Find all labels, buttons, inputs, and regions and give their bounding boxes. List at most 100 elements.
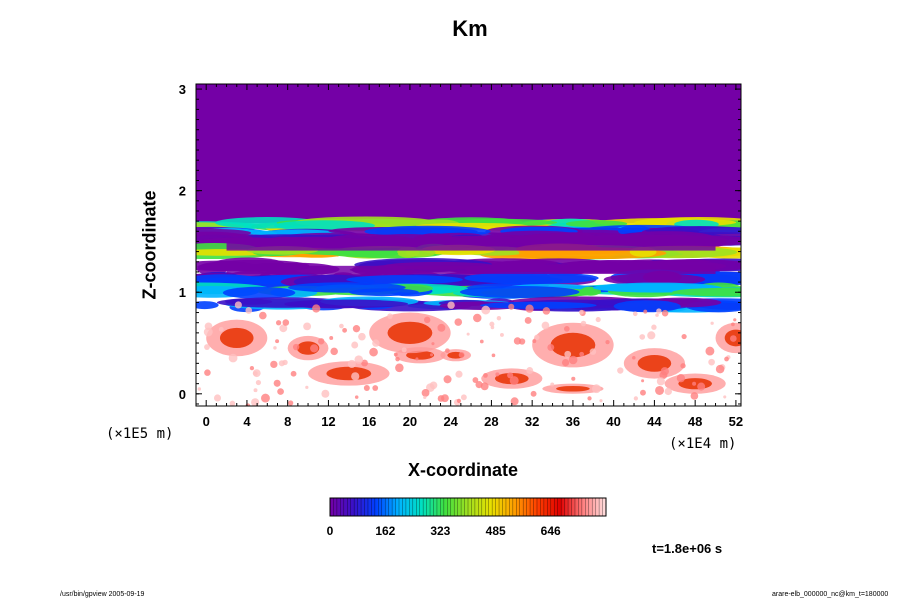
field-speckle bbox=[351, 341, 359, 349]
field-speckle bbox=[347, 359, 356, 368]
field-speckle bbox=[251, 398, 260, 406]
field-speckle bbox=[415, 357, 419, 361]
field-speckle bbox=[358, 332, 366, 341]
field-cell bbox=[330, 249, 399, 258]
field-speckle bbox=[204, 369, 211, 376]
field-speckle bbox=[547, 343, 555, 351]
x-tick-label: 48 bbox=[688, 414, 702, 429]
field-speckle bbox=[423, 316, 431, 324]
field-speckle bbox=[676, 374, 686, 383]
x-tick-label: 40 bbox=[606, 414, 620, 429]
field-speckle bbox=[481, 305, 491, 315]
field-cell bbox=[459, 285, 580, 299]
field-speckle bbox=[354, 395, 359, 399]
field-speckle bbox=[724, 356, 729, 362]
field-speckle bbox=[731, 322, 735, 327]
footer-command: /usr/bin/gpview 2005-09-19 bbox=[60, 591, 145, 598]
plot-frame bbox=[195, 83, 742, 407]
field-speckle bbox=[541, 321, 550, 330]
field-speckle bbox=[639, 334, 646, 340]
field-speckle bbox=[395, 356, 400, 362]
field-cell bbox=[196, 301, 219, 310]
field-speckle bbox=[321, 389, 330, 398]
field-speckle bbox=[454, 318, 463, 326]
field-speckle bbox=[518, 338, 526, 345]
field-speckle bbox=[234, 301, 242, 309]
field-speckle bbox=[568, 355, 578, 365]
field-speckle bbox=[393, 352, 398, 357]
y-tick-label: 0 bbox=[179, 387, 186, 402]
field-speckle bbox=[507, 372, 514, 379]
x-tick-label: 20 bbox=[403, 414, 417, 429]
field-speckle bbox=[708, 358, 715, 366]
field-blob-core bbox=[219, 327, 254, 348]
field-speckle bbox=[633, 396, 639, 401]
field-stripe bbox=[226, 238, 716, 251]
field-speckle bbox=[605, 339, 610, 345]
field-cell bbox=[613, 300, 681, 313]
field-speckle bbox=[278, 360, 285, 367]
field-speckle bbox=[632, 311, 638, 317]
field-upper-layer bbox=[196, 84, 741, 224]
x-tick-label: 8 bbox=[284, 414, 291, 429]
colorbar-tick-label: 0 bbox=[327, 524, 334, 538]
field-speckle bbox=[456, 398, 462, 403]
field-speckle bbox=[617, 367, 624, 374]
y-tick-label: 2 bbox=[179, 184, 186, 199]
x-axis-multiplier: (×1E4 m) bbox=[669, 436, 737, 452]
field-speckle bbox=[445, 348, 450, 354]
field-speckle bbox=[288, 400, 294, 406]
field-blob-core bbox=[326, 366, 372, 381]
field-speckle bbox=[489, 321, 495, 327]
field-speckle bbox=[252, 369, 261, 378]
field-speckle bbox=[455, 370, 463, 378]
colorbar-tick-label: 646 bbox=[541, 524, 561, 538]
heatmap-field bbox=[196, 84, 741, 406]
time-label: t=1.8e+06 s bbox=[652, 541, 723, 556]
field-speckle bbox=[491, 353, 496, 358]
x-tick-label: 44 bbox=[647, 414, 662, 429]
field-speckle bbox=[526, 367, 534, 374]
field-speckle bbox=[354, 355, 364, 364]
x-tick-label: 12 bbox=[321, 414, 335, 429]
field-speckle bbox=[580, 320, 587, 327]
field-speckle bbox=[330, 347, 338, 356]
field-speckle bbox=[305, 385, 309, 389]
field-speckle bbox=[661, 309, 669, 317]
field-cell bbox=[464, 271, 599, 285]
field-speckle bbox=[710, 321, 714, 325]
field-speckle bbox=[534, 334, 540, 341]
x-tick-label: 52 bbox=[729, 414, 743, 429]
field-speckle bbox=[441, 394, 449, 403]
field-speckle bbox=[197, 387, 202, 391]
field-speckle bbox=[499, 332, 504, 337]
colorbar: 0 162 323 485 646 bbox=[327, 497, 607, 538]
field-speckle bbox=[692, 381, 697, 386]
field-speckle bbox=[595, 317, 601, 323]
chart-title: Km bbox=[452, 16, 488, 41]
field-speckle bbox=[443, 375, 452, 384]
field-speckle bbox=[496, 316, 502, 321]
field-speckle bbox=[203, 327, 213, 337]
field-speckle bbox=[532, 339, 537, 344]
field-speckle bbox=[550, 382, 555, 387]
field-speckle bbox=[480, 382, 489, 391]
field-speckle bbox=[640, 389, 646, 396]
x-tick-label: 4 bbox=[243, 414, 251, 429]
field-speckle bbox=[369, 347, 378, 357]
field-speckle bbox=[249, 366, 255, 371]
field-speckle bbox=[282, 319, 290, 326]
field-speckle bbox=[275, 320, 282, 326]
field-blob-core bbox=[637, 354, 672, 372]
field-speckle bbox=[395, 363, 404, 373]
field-speckle bbox=[431, 342, 435, 346]
colorbar-frame bbox=[329, 497, 607, 517]
field-speckle bbox=[458, 352, 465, 358]
field-speckle bbox=[659, 371, 668, 380]
field-speckle bbox=[466, 332, 470, 336]
field-speckle bbox=[430, 353, 434, 357]
field-speckle bbox=[655, 313, 659, 317]
field-speckle bbox=[261, 393, 270, 403]
field-speckle bbox=[571, 376, 576, 381]
x-tick-label: 32 bbox=[525, 414, 539, 429]
